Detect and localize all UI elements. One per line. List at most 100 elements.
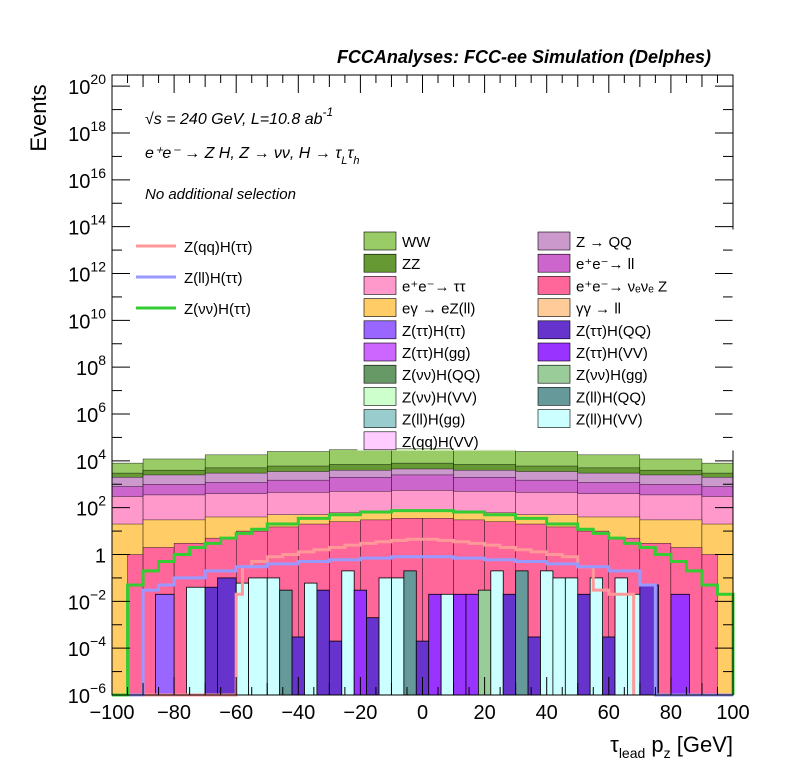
bar [366,617,380,696]
bar [552,577,566,696]
legend-label: Z(qq)H(ττ) [184,239,253,256]
y-tick-label: 1018 [68,118,106,146]
legend-label: Z(ττ)H(VV) [576,345,648,362]
legend-swatch [363,387,397,406]
bar [235,582,250,696]
y-tick-label: 1020 [68,71,106,99]
legend-label: Z → QQ [576,234,632,251]
plot-area [111,448,735,697]
selection-label: No additional selection [145,186,296,203]
x-tick-label: −40 [281,702,315,724]
y-tick-label: 1010 [68,305,106,333]
legend-box-ll: γγ → ll [537,298,621,318]
legend-swatch [363,431,397,451]
legend-label: Z(ττ)H(QQ) [576,323,651,340]
legend-line-z-h: Z(νν)H(ττ) [136,301,251,318]
legend-swatch [537,276,571,295]
y-tick-label: 1014 [68,212,106,240]
process-sub-l: L [341,155,347,167]
legend-box-z-h-vv: Z(νν)H(VV) [363,387,477,406]
y-tick-label: 104 [76,446,106,474]
process-tau-h: τ [347,145,354,162]
legend-swatch [537,320,571,340]
bar [304,582,318,696]
line-z-qq-h [112,537,636,697]
legend-label: Z(ll)H(QQ) [576,389,646,406]
legend-swatch [363,253,397,273]
legend-box-z-ll-h-qq: Z(ll)H(QQ) [537,387,646,406]
x-tick-label: 40 [536,702,558,724]
legend-label: Z(ll)H(gg) [402,412,465,429]
minor-bars [155,570,690,696]
legend-label: γγ → ll [576,301,621,318]
legend-box-z-ll-h-vv: Z(ll)H(VV) [537,409,643,429]
bar [440,593,454,696]
legend-box-z-h: Z(ττ)H(ττ) [363,320,466,340]
energy-label: √s = 240 GeV, L=10.8 ab-1 [145,105,333,128]
bar [127,554,144,696]
bar [378,577,392,696]
legend: Z(qq)H(ττ) Z(ll)H(ττ) Z(νν)H(ττ) WW Z → QQ ZZ… [136,229,734,451]
legend-swatch [363,276,397,295]
chart-title: FCCAnalyses: FCC-ee Simulation (Delphes) [337,47,711,67]
y-tick-label: 1 [95,546,106,568]
bar [490,570,504,696]
legend-label: WW [402,234,431,251]
x-tick-label: 100 [716,702,749,724]
bar [391,577,405,696]
bar [279,589,293,696]
y-tick-label: 106 [76,399,106,427]
legend-box-e-e-z: e⁺e⁻→ νₑνₑ Z [537,276,667,295]
legend-box-z-qq: Z → QQ [537,231,632,251]
legend-label: Z(νν)H(VV) [402,389,477,406]
legend-swatch [537,387,571,406]
legend-label: Z(qq)H(VV) [402,434,479,451]
y-tick-label: 108 [76,352,106,380]
bar [155,593,175,696]
x-tick-label: 80 [660,702,682,724]
legend-label: Z(ττ)H(ττ) [402,323,466,340]
legend-swatch [363,320,397,340]
legend-box-ww: WW [363,231,431,251]
y-tick-label: 102 [76,493,106,521]
bar [428,593,442,696]
legend-swatch [537,231,571,251]
y-tick-label: 1016 [68,165,106,193]
legend-label: e⁺e⁻→ ll [576,256,634,273]
legend-swatch [537,253,571,273]
legend-swatch [537,409,571,428]
legend-box-e-e-ll: e⁺e⁻→ ll [537,253,634,273]
legend-label: Z(ll)H(VV) [576,412,643,429]
legend-swatch [363,409,397,428]
legend-swatch [363,231,397,251]
y-tick-label: 10−2 [68,586,106,614]
legend-box-z-h-gg: Z(ττ)H(gg) [363,342,471,362]
bar [341,570,355,696]
x-tick-label: 0 [417,702,428,724]
legend-line-z-ll-h: Z(ll)H(ττ) [136,270,243,287]
legend-swatch [363,342,397,362]
bar [670,593,690,696]
x-tick-label: −100 [89,702,134,724]
bar [465,593,479,696]
line-z-ll-h [112,555,733,697]
bar [701,554,718,696]
bar [266,577,281,696]
axes: −100 −80 −60 −40 −20 0 20 40 60 80 100 10−6 10−4 10−2… [68,71,750,724]
bar [316,589,330,696]
x-axis-label: τlead pz [GeV] [610,732,733,761]
line-z-h [112,509,735,697]
bar [502,593,517,696]
y-tick-label: 1012 [68,259,106,287]
legend-swatch [537,364,571,384]
bar [186,586,206,696]
energy-exponent: -1 [323,105,334,119]
legend-label: e⁺e⁻→ ττ [402,278,466,295]
legend-box-e-e: e⁺e⁻→ ττ [363,276,466,295]
bar [540,570,554,696]
bar [204,586,218,696]
legend-label: ZZ [402,256,420,273]
y-tick-label: 10−4 [68,633,106,661]
bar [403,570,417,696]
legend-frame [357,229,734,451]
